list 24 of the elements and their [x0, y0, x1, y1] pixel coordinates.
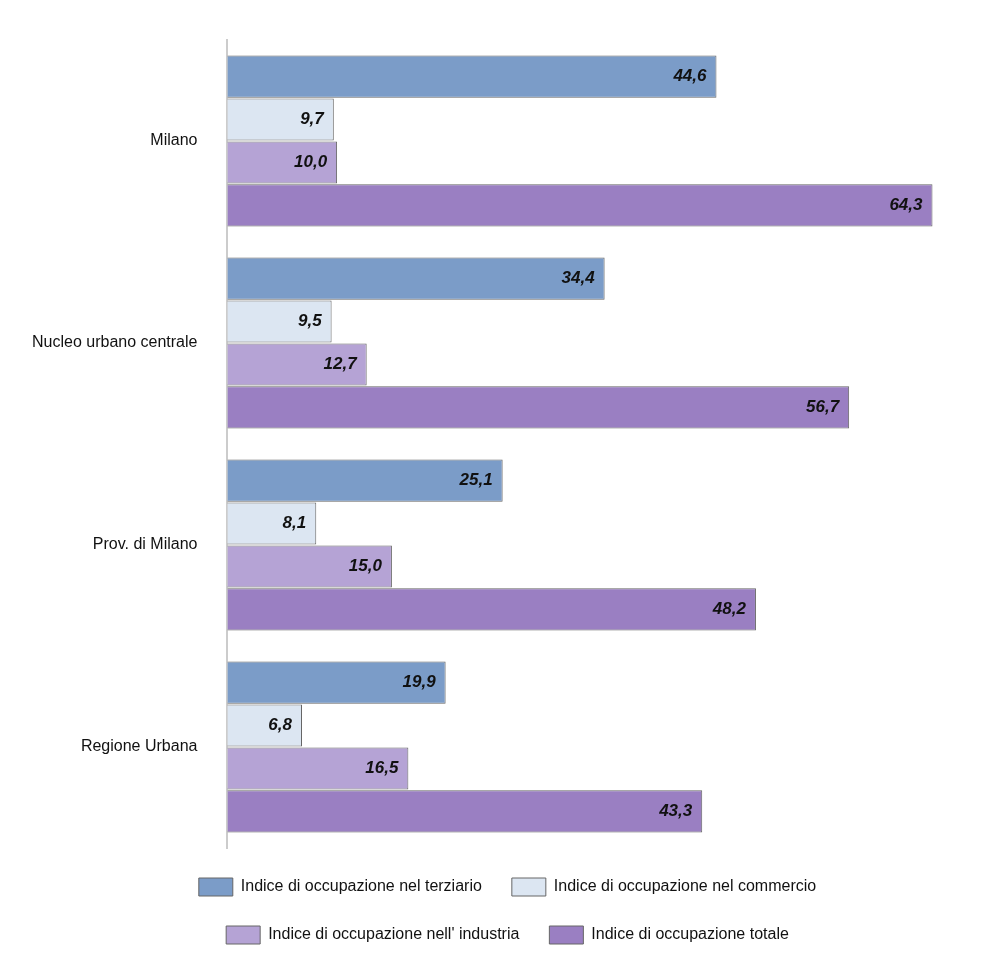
data-label: 9,7: [300, 109, 326, 129]
data-label: 8,1: [282, 513, 307, 533]
data-label: 9,5: [297, 311, 323, 331]
y-tick-label: Nucleo urbano centrale: [32, 333, 198, 351]
data-label: 34,4: [561, 268, 596, 288]
legend-label: Indice di occupazione nel terziario: [240, 877, 482, 895]
data-label: 19,9: [402, 672, 437, 692]
data-label: 15,0: [348, 556, 383, 576]
y-tick-label: Milano: [150, 131, 198, 149]
data-label: 25,1: [458, 470, 493, 490]
y-tick-label: Regione Urbana: [80, 737, 198, 755]
data-label: 64,3: [889, 195, 924, 215]
data-label: 43,3: [658, 801, 693, 821]
legend-label: Indice di occupazione totale: [591, 925, 789, 943]
data-label: 6,8: [268, 715, 293, 735]
data-label: 10,0: [294, 152, 328, 172]
data-label: 44,6: [672, 66, 708, 86]
data-label: 48,2: [711, 599, 747, 619]
data-label: 56,7: [806, 397, 841, 417]
legend-label: Indice di occupazione nel commercio: [553, 877, 817, 895]
legend-label: Indice di occupazione nell' industria: [268, 925, 520, 943]
y-tick-label: Prov. di Milano: [92, 535, 198, 553]
data-label: 16,5: [365, 758, 399, 778]
data-label: 12,7: [323, 354, 359, 374]
